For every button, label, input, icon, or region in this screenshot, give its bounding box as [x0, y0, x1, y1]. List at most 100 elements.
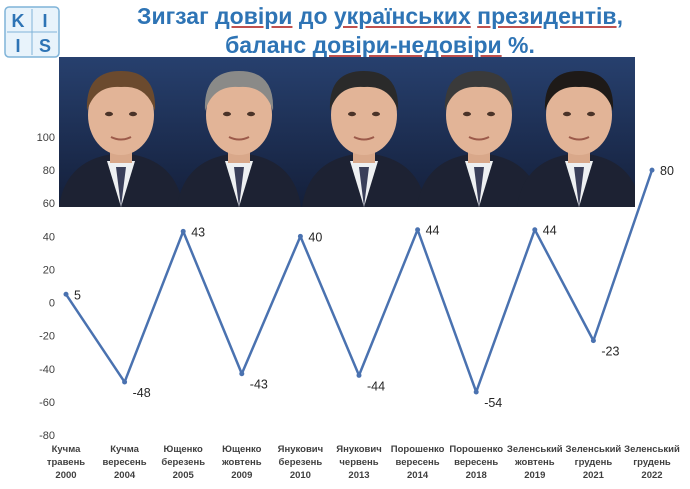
x-category-label-line: Кучма: [52, 444, 81, 455]
x-category-label-line: березень: [161, 457, 205, 468]
data-point: [63, 291, 69, 297]
data-label: 43: [191, 225, 205, 239]
logo-letter-i: I: [42, 11, 47, 31]
data-point: [239, 371, 245, 377]
y-tick-label: 20: [43, 264, 55, 276]
data-label: 40: [308, 230, 322, 244]
x-category-label-line: Кучма: [110, 444, 139, 455]
page-title: Зигзаг довіри до українських президентів…: [70, 2, 690, 60]
x-category-label-line: Зеленський: [507, 444, 563, 455]
data-label: 80: [660, 164, 674, 178]
logo-letter-s: S: [39, 36, 51, 56]
president-portrait: [59, 71, 183, 207]
data-point: [297, 233, 303, 239]
logo-letter-i: I: [15, 36, 20, 56]
x-category-label: Порошенко вересень 2014: [391, 444, 445, 481]
presidents-photo-banner: [59, 57, 635, 207]
title-underlined-word: довіри-недовіри: [312, 32, 502, 58]
title-line-2: баланс довіри-недовіри %.: [70, 31, 690, 60]
president-portrait: [517, 71, 635, 207]
x-category-label-line: Зеленський: [566, 444, 622, 455]
data-point: [532, 227, 538, 233]
x-category-label: Зеленський жовтень 2019: [507, 444, 563, 481]
x-category-label-line: 2013: [348, 470, 369, 481]
title-underlined-word: президентів: [477, 3, 617, 29]
president-portrait: [177, 71, 301, 207]
x-category-label-line: 2009: [231, 470, 252, 481]
title-text: ,: [616, 3, 623, 29]
data-label: -54: [484, 396, 502, 410]
logo-letter-k: K: [12, 11, 25, 31]
x-category-label: Ющенко жовтень 2009: [221, 444, 262, 481]
x-category-label-line: 2019: [524, 470, 545, 481]
title-line-1: Зигзаг довіри до українських президентів…: [70, 2, 690, 31]
x-category-label: Ющенко березень 2005: [161, 444, 205, 481]
x-category-label-line: травень: [47, 457, 85, 468]
data-label: -43: [250, 378, 268, 392]
y-tick-label: 40: [43, 231, 55, 243]
y-tick-label: 100: [37, 132, 55, 144]
president-portrait: [302, 71, 426, 207]
x-category-label: Зеленський грудень 2022: [624, 444, 680, 481]
data-point: [415, 227, 421, 233]
y-tick-label: -80: [39, 430, 55, 442]
x-category-label-line: Янукович: [278, 444, 323, 455]
x-category-label: Порошенко вересень 2018: [449, 444, 503, 481]
x-category-label: Зеленський грудень 2021: [566, 444, 622, 481]
x-category-label-line: 2022: [641, 470, 662, 481]
data-label: 44: [543, 224, 557, 238]
x-category-label-line: Порошенко: [449, 444, 503, 455]
x-category-label-line: вересень: [103, 457, 147, 468]
x-category-label-line: вересень: [396, 457, 440, 468]
data-point: [473, 389, 479, 395]
x-category-label-line: Ющенко: [222, 444, 261, 455]
x-category-label-line: Ющенко: [164, 444, 203, 455]
data-point: [356, 372, 362, 378]
data-label: 5: [74, 288, 81, 302]
data-label: -48: [133, 386, 151, 400]
x-category-label-line: 2005: [173, 470, 195, 481]
kiis-logo: K I I S: [4, 6, 60, 58]
data-label: -44: [367, 379, 385, 393]
x-category-label-line: 2014: [407, 470, 429, 481]
x-category-label-line: Порошенко: [391, 444, 445, 455]
data-point: [180, 228, 186, 234]
series-line: [64, 169, 654, 394]
y-tick-label: 80: [43, 165, 55, 177]
x-category-label-line: 2010: [290, 470, 311, 481]
x-category-label-line: березень: [279, 457, 323, 468]
x-category-label: Янукович червень 2013: [336, 444, 381, 481]
x-category-label-line: 2021: [583, 470, 605, 481]
x-category-label-line: жовтень: [514, 457, 555, 468]
y-tick-label: -20: [39, 331, 55, 343]
y-tick-label: -40: [39, 364, 55, 376]
president-portrait: [417, 71, 541, 207]
x-category-label-line: Зеленський: [624, 444, 680, 455]
x-category-label-line: Янукович: [336, 444, 381, 455]
title-underlined-word: українських: [333, 3, 471, 29]
y-tick-label: 60: [43, 198, 55, 210]
title-underlined-word: довіри: [215, 3, 293, 29]
x-category-label-line: вересень: [454, 457, 498, 468]
x-category-label-line: грудень: [575, 457, 613, 468]
x-category-label-line: жовтень: [221, 457, 262, 468]
x-category-label-line: червень: [339, 457, 378, 468]
title-text: %.: [501, 32, 535, 58]
x-category-label-line: грудень: [633, 457, 671, 468]
x-category-label-line: 2000: [55, 470, 76, 481]
title-text: до: [292, 3, 334, 29]
data-label: -23: [601, 345, 619, 359]
title-text: Зигзаг: [137, 3, 216, 29]
data-point: [122, 379, 128, 385]
x-category-label: Кучма вересень 2004: [103, 444, 147, 481]
title-text: баланс: [225, 32, 313, 58]
x-category-label: Янукович березень 2010: [278, 444, 323, 481]
data-label: 44: [426, 224, 440, 238]
y-tick-label: -60: [39, 397, 55, 409]
y-tick-label: 0: [49, 298, 55, 310]
x-category-label-line: 2018: [466, 470, 487, 481]
x-category-label-line: 2004: [114, 470, 136, 481]
x-category-label: Кучма травень 2000: [47, 444, 85, 481]
data-point: [649, 167, 655, 173]
